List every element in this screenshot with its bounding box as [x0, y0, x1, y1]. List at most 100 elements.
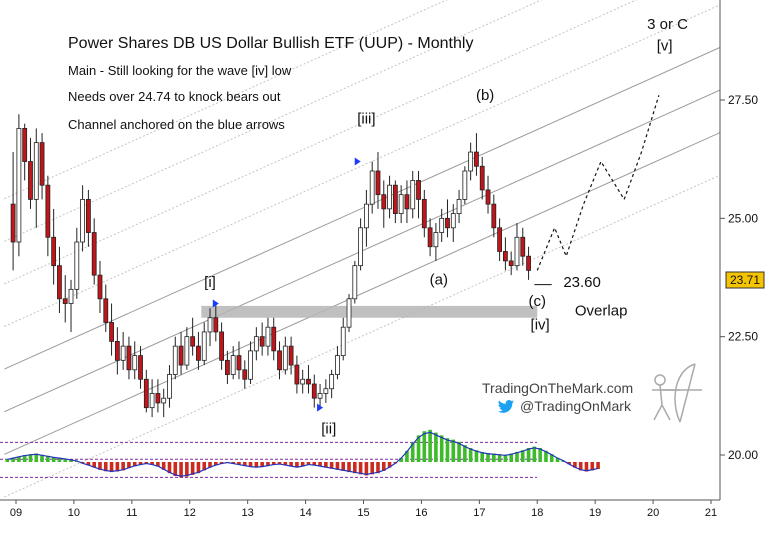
channel-line: [4, 174, 720, 498]
oscillator-bar: [358, 462, 363, 475]
oscillator-bar: [138, 462, 143, 465]
candle-body: [16, 127, 22, 243]
oscillator-bar: [22, 455, 27, 462]
oscillator-bar: [300, 462, 305, 467]
oscillator-bar: [549, 454, 554, 462]
forecast-path: [534, 95, 660, 286]
oscillator-bar: [451, 439, 456, 462]
wave-label: (a): [430, 272, 448, 289]
candle-body: [271, 326, 277, 352]
wave-label: [v]: [657, 37, 673, 54]
oscillator-bar: [98, 462, 102, 470]
candle-body: [91, 232, 97, 276]
oscillator-bar: [115, 462, 120, 472]
oscillator-bar: [28, 454, 33, 462]
oscillator-bar: [167, 462, 172, 474]
blue-arrow-icon: [354, 157, 361, 166]
y-tick-label: 20.00: [728, 448, 758, 462]
oscillator-bar: [399, 457, 403, 462]
candle-body: [103, 298, 109, 323]
oscillator-bar: [34, 453, 39, 462]
candle-body: [282, 345, 288, 371]
oscillator-bar: [92, 462, 96, 468]
candle-body: [433, 232, 439, 248]
candle-body: [219, 331, 225, 361]
candle-body: [294, 364, 300, 385]
candle-body: [288, 345, 294, 366]
candle-body: [346, 298, 352, 328]
candle-body: [172, 345, 178, 375]
x-tick-label: 13: [242, 507, 254, 519]
oscillator-bar: [69, 459, 73, 462]
oscillator-bar: [254, 462, 259, 468]
x-tick-label: 12: [184, 507, 196, 519]
candle-body: [375, 170, 381, 196]
candle-body: [39, 142, 45, 186]
oscillator-bar: [231, 462, 235, 464]
oscillator-bar: [208, 462, 212, 468]
oscillator-bar: [532, 446, 537, 462]
note-needs: Needs over 24.74 to knock bears out: [68, 89, 281, 104]
oscillator-bar: [474, 450, 479, 462]
oscillator-bar: [179, 462, 183, 478]
candle-body: [155, 393, 161, 404]
channel-lines: [4, 0, 720, 498]
oscillator-bar: [509, 453, 513, 462]
overlap-band: [201, 305, 538, 318]
oscillator-bar: [312, 462, 317, 466]
candle-body: [485, 189, 491, 205]
y-axis-ticks: 27.50 25.00 22.50 20.00: [720, 93, 758, 462]
oscillator-bar: [520, 450, 525, 462]
oscillator-bar: [526, 448, 531, 462]
oscillator-bar: [51, 456, 56, 462]
oscillator-bar: [156, 462, 160, 467]
oscillator-bar: [86, 462, 91, 466]
wave-label: (b): [476, 87, 494, 104]
channel-line: [4, 132, 720, 455]
candle-body: [28, 161, 33, 200]
x-tick-label: 16: [415, 507, 427, 519]
oscillator-bar: [381, 462, 386, 471]
oscillator-bar: [515, 451, 519, 462]
oscillator-bar: [196, 462, 201, 474]
channel-line: [4, 0, 638, 285]
candle-body: [57, 265, 62, 300]
y-tick-label: 25.00: [728, 211, 758, 225]
oscillator-bar: [17, 456, 21, 462]
candle-body: [126, 345, 132, 371]
candle-body: [479, 165, 485, 191]
x-tick-label: 18: [531, 507, 543, 519]
oscillator-bar: [410, 442, 415, 462]
oscillator-bar: [271, 462, 276, 465]
oscillator-bar: [596, 462, 600, 469]
candle-body: [248, 350, 253, 380]
candle-body: [358, 227, 364, 267]
candle-body: [277, 350, 282, 371]
candle-body: [317, 393, 323, 399]
candle-body: [259, 336, 265, 347]
candle-body: [167, 374, 172, 399]
candle-body: [421, 198, 427, 229]
x-tick-label: 19: [589, 507, 601, 519]
candle-body: [311, 383, 317, 399]
oscillator-bar: [248, 462, 253, 468]
candle-body: [416, 180, 421, 200]
overlap-zone: [201, 305, 538, 318]
candle-body: [161, 397, 167, 404]
candle-body: [143, 378, 149, 409]
candle-body: [392, 184, 398, 214]
x-axis-ticks: 09 10 11 12 13 14 15 16 17 18 19 20 21: [10, 500, 717, 519]
blue-arrow-icon: [212, 299, 219, 308]
candle-body: [213, 317, 219, 333]
candle-body: [502, 251, 508, 262]
candle-body: [149, 393, 155, 409]
oscillator-bar: [538, 448, 542, 462]
oscillator-bar: [578, 462, 583, 471]
oscillator-bar: [57, 457, 62, 462]
oscillator-bar: [457, 441, 461, 462]
oscillator-bar: [439, 435, 444, 462]
candle-body: [51, 236, 57, 267]
candle-body: [514, 236, 520, 267]
x-tick-label: 14: [299, 507, 311, 519]
